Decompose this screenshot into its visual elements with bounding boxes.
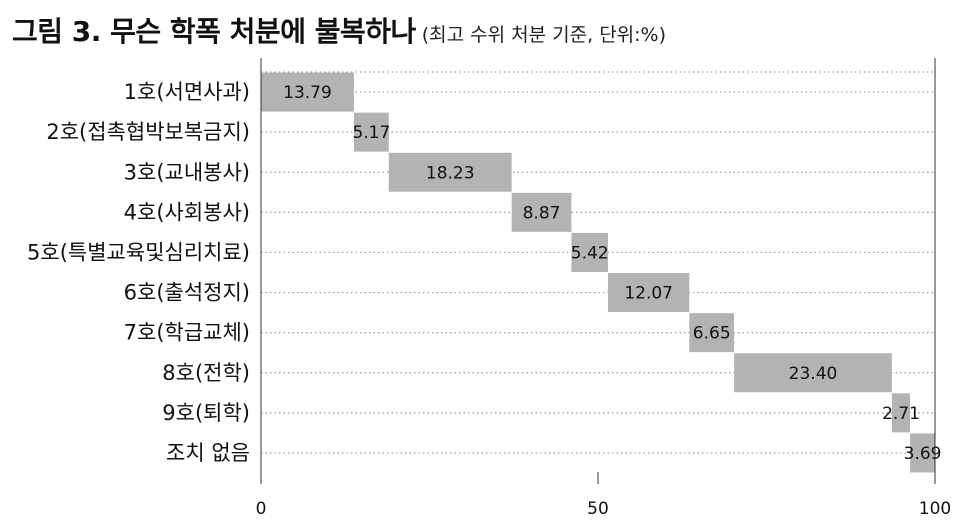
value-label: 13.79 [283, 83, 332, 103]
bar [689, 313, 735, 353]
bar [261, 72, 354, 112]
bar [353, 112, 389, 152]
value-label: 23.40 [789, 364, 838, 384]
category-label: 3호(교내봉사) [124, 160, 250, 184]
category-label: 8호(전학) [162, 361, 250, 385]
value-label: 18.23 [426, 163, 475, 183]
bar [910, 433, 935, 473]
bars [261, 72, 935, 473]
value-label: 8.87 [523, 203, 561, 223]
chart-subtitle: (최고 수위 처분 기준, 단위:%) [421, 24, 667, 46]
bar [734, 353, 892, 393]
value-label: 2.71 [882, 404, 920, 424]
value-label: 3.69 [904, 444, 942, 464]
x-tick-label: 100 [919, 499, 951, 519]
bar [607, 273, 690, 313]
value-label: 6.65 [693, 324, 731, 344]
bar [388, 152, 512, 192]
bar [511, 192, 572, 232]
chart-title: 그림 3. 무슨 학폭 처분에 불복하나 [12, 15, 416, 48]
category-label: 4호(사회봉사) [124, 200, 250, 224]
value-label: 5.42 [571, 243, 609, 263]
x-tick-label: 50 [587, 499, 609, 519]
axes [260, 58, 936, 484]
x-tick-label: 0 [256, 499, 267, 519]
category-label: 1호(서면사과) [124, 80, 250, 104]
category-label: 6호(출석정지) [124, 281, 250, 305]
category-label: 7호(학급교체) [124, 321, 250, 345]
chart-title-row: 그림 3. 무슨 학폭 처분에 불복하나 (최고 수위 처분 기준, 단위:%) [12, 10, 666, 50]
value-label: 12.07 [624, 284, 673, 304]
bar [571, 232, 608, 272]
category-label: 2호(접촉협박보복금지) [46, 120, 250, 144]
category-label: 5호(특별교육및심리치료) [27, 240, 250, 264]
value-label: 5.17 [352, 123, 390, 143]
category-label: 9호(퇴학) [162, 401, 250, 425]
bar [891, 393, 911, 433]
labels: 13.79 1호(서면사과) 5.17 2호(접촉협박보복금지) 18.23 3호(교내봉… [27, 80, 951, 519]
category-label: 조치 없음 [166, 441, 250, 465]
